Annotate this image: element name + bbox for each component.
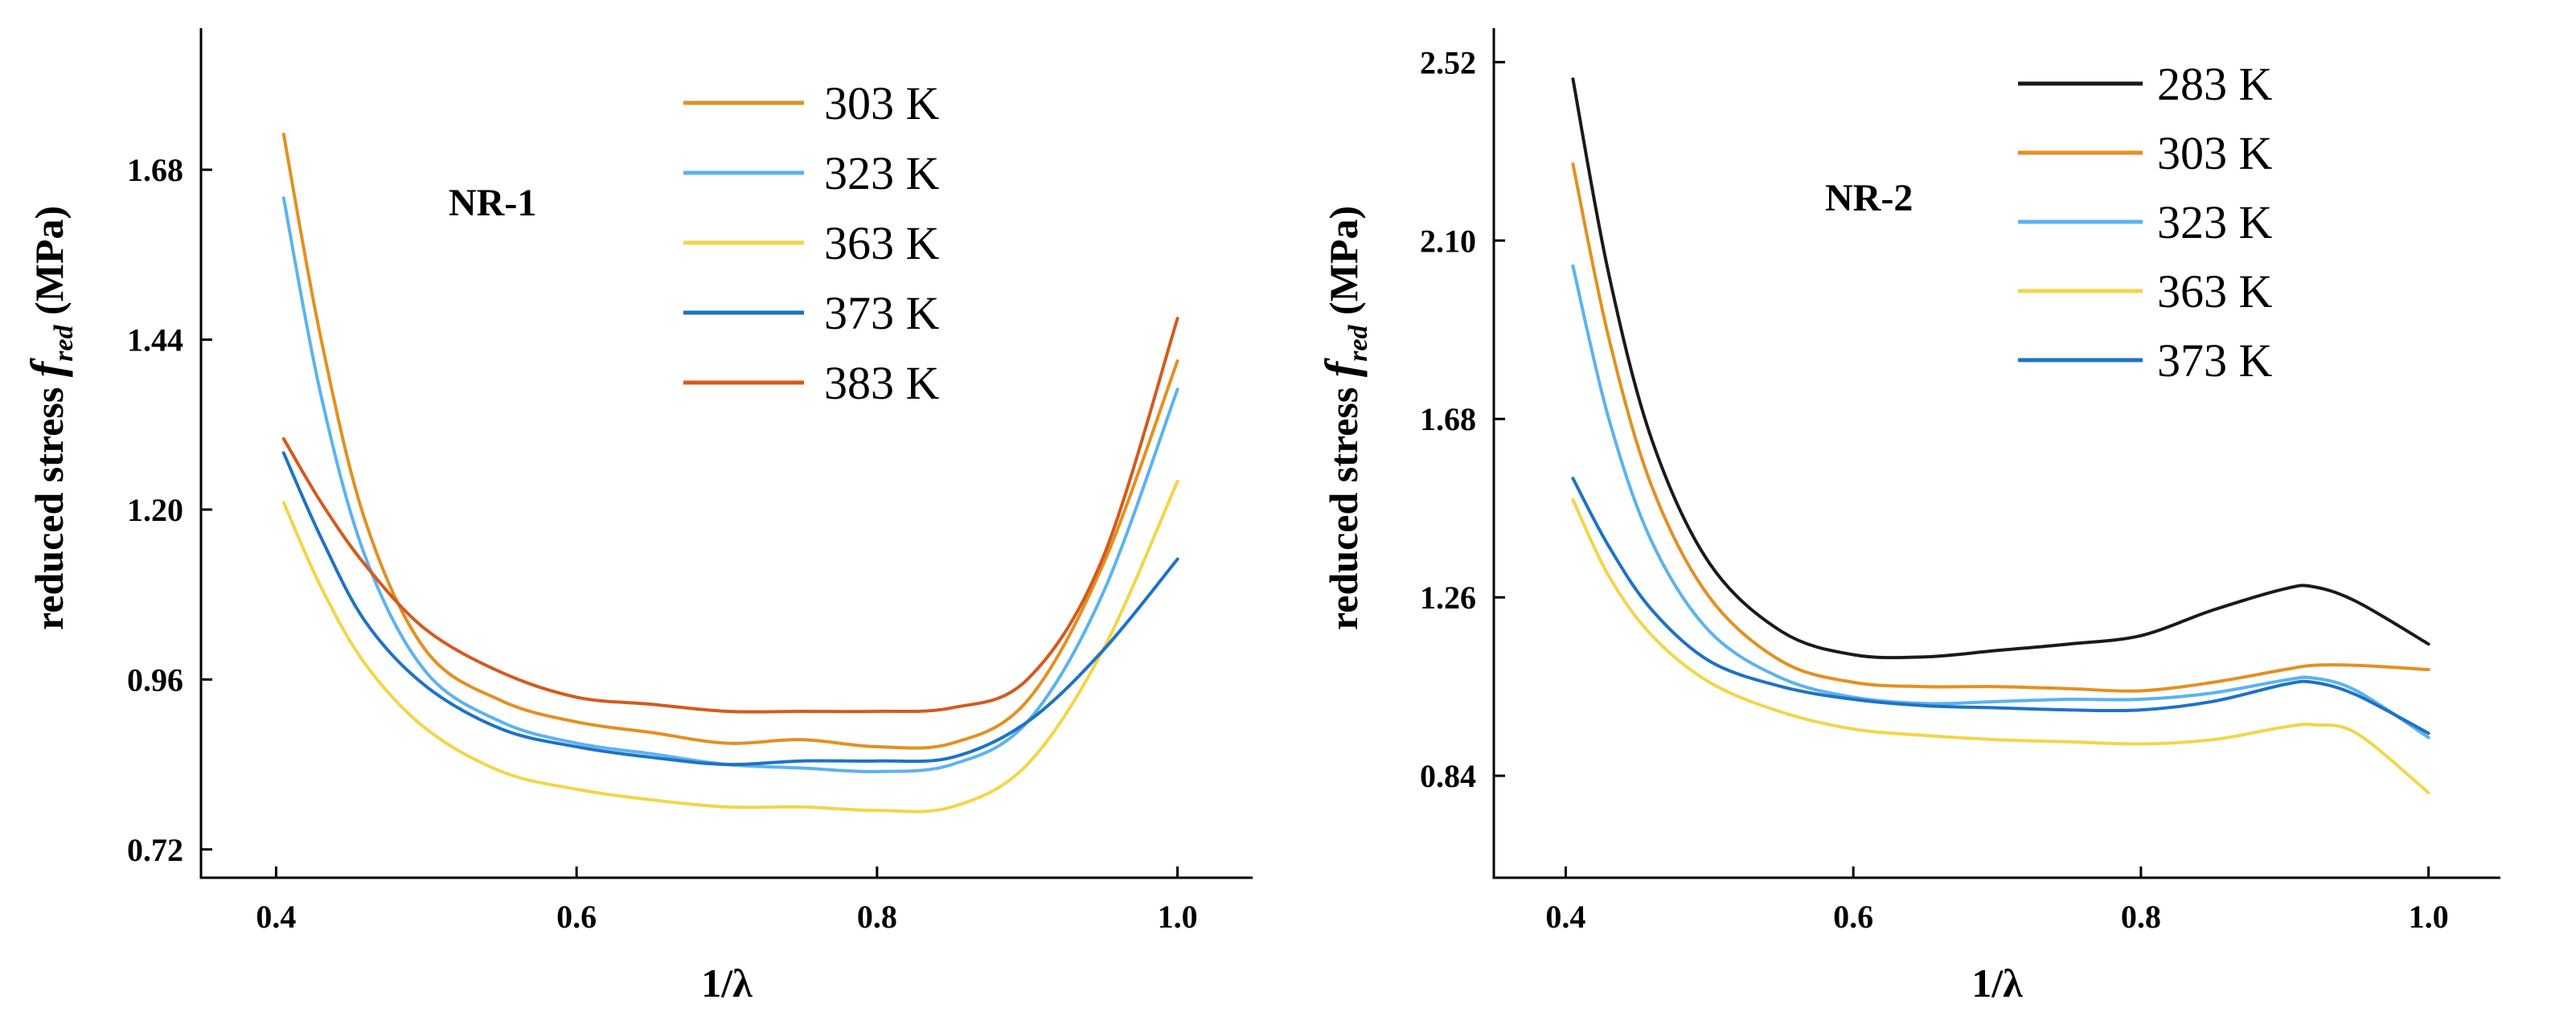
legend-label: 303 K [824,77,940,129]
series-line-303k [1571,162,2430,693]
x-axis-label: 1/λ [701,961,753,1006]
y-axis-label-units: (MPa) [1321,206,1366,326]
y-tick-label: 1.68 [1420,401,1476,437]
chart-panel-1: 0.4 0.6 0.8 1.0 0.72 0.96 1.20 1.44 1.68 1/λ reduc… [21,28,1253,1006]
legend-label: 283 K [2157,58,2273,110]
x-axis-label: 1/λ [1971,961,2023,1006]
y-axis-label-main: reduced stress [27,377,72,630]
panel-label: NR-2 [1825,177,1913,219]
legend: 283 K 303 K 323 K 363 K 373 K [2018,58,2273,387]
y-axis-label-main: reduced stress [1321,377,1366,630]
y-tick-label: 1.44 [127,322,183,358]
legend-label: 363 K [824,217,940,269]
x-tick-label: 0.8 [2121,899,2161,935]
x-tick-label: 0.4 [256,899,296,935]
series-line-373k [281,451,1179,767]
y-axis-label-subscript: red [49,325,79,362]
y-tick-label: 0.96 [127,662,183,698]
series-line-383k [281,317,1179,714]
legend-label: 323 K [824,147,940,199]
series-line-323k [281,196,1179,773]
series-line-363k [1571,498,2430,795]
series-line-373k [1571,477,2430,735]
x-tick-label: 0.8 [857,899,897,935]
y-axis-label: reduced stress fred (MPa) [1315,206,1373,630]
series-line-303k [281,133,1179,750]
legend-label: 383 K [824,357,940,409]
x-tick-label: 1.0 [1158,899,1198,935]
x-tick-label: 0.6 [556,899,597,935]
legend-label: 373 K [824,287,940,339]
y-tick-label: 1.20 [127,492,183,528]
y-tick-label: 2.10 [1420,223,1476,259]
legend-label: 303 K [2157,127,2273,179]
y-tick-label: 0.72 [127,832,183,868]
y-tick-label: 1.68 [127,152,183,188]
x-tick-label: 1.0 [2409,899,2449,935]
series-line-363k [281,479,1179,813]
x-tick-label: 0.6 [1833,899,1873,935]
legend-label: 323 K [2157,196,2273,248]
y-axis-label-subscript: red [1343,325,1373,362]
y-tick-label: 0.84 [1420,758,1476,794]
legend-label: 363 K [2157,265,2273,317]
x-tick-label: 0.4 [1545,899,1585,935]
series-line-323k [1571,264,2430,739]
y-axis-label: reduced stress fred (MPa) [21,206,79,630]
y-axis-label-units: (MPa) [27,206,72,326]
panel-label: NR-1 [449,182,536,224]
y-tick-label: 2.52 [1420,44,1476,80]
axis-frame [199,28,1253,879]
legend: 303 K 323 K 363 K 373 K 383 K [683,77,940,409]
axis-frame [1492,28,2500,879]
legend-label: 373 K [2157,334,2273,387]
series-line-283k [1571,77,2430,660]
y-tick-label: 1.26 [1420,580,1476,616]
chart-panel-2: 0.4 0.6 0.8 1.0 0.84 1.26 1.68 2.10 2.52 1/λ reduc… [1315,28,2500,1006]
